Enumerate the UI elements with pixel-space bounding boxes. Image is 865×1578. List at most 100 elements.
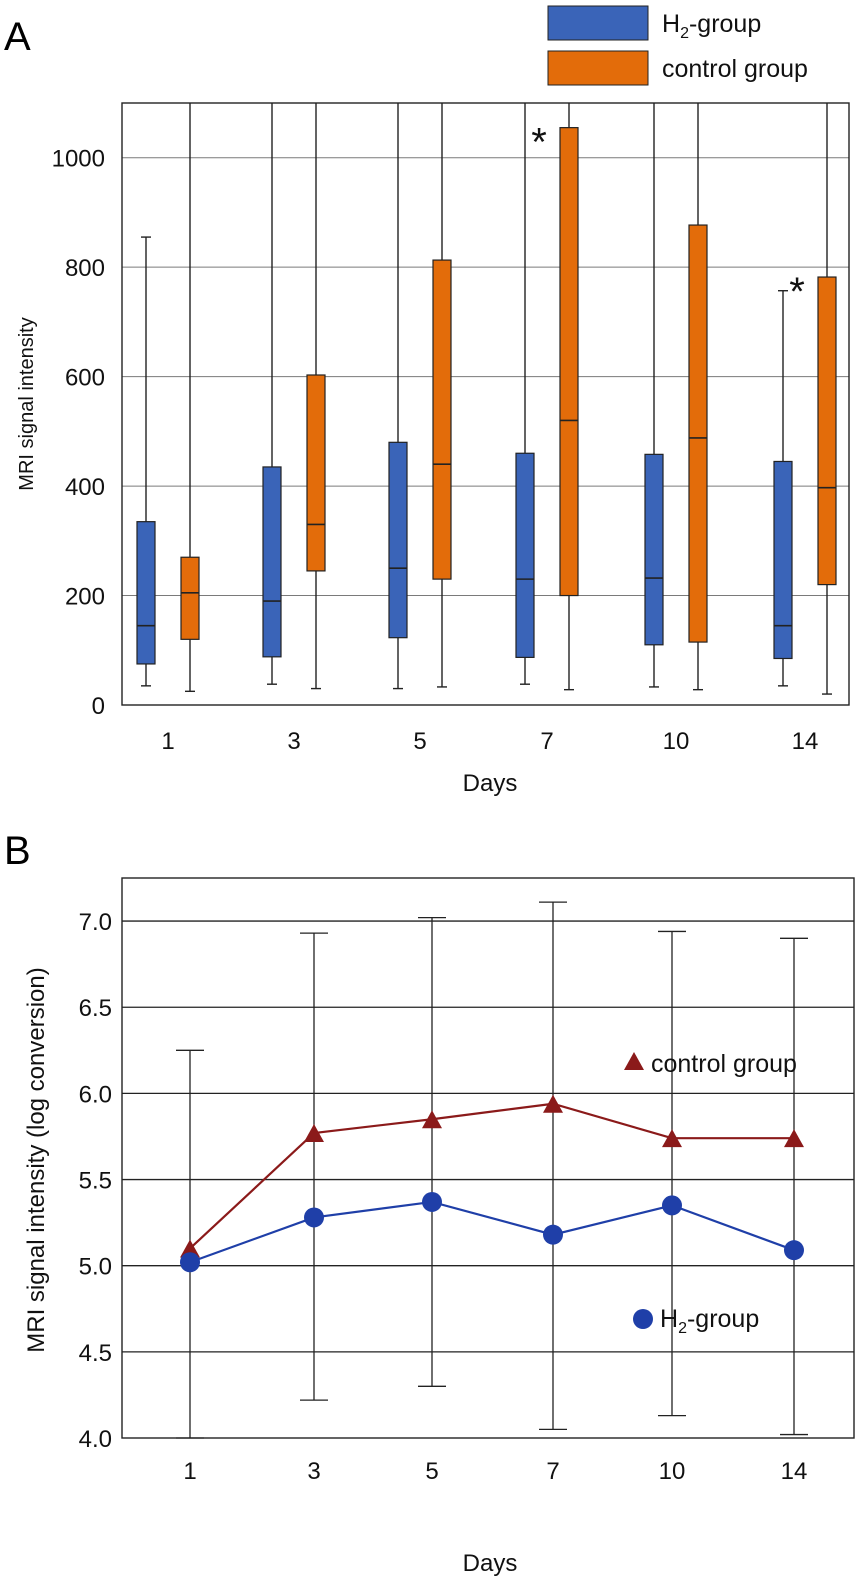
panel-a-annotations: ** <box>531 121 805 314</box>
legend-label-control-b: control group <box>651 1050 797 1078</box>
significance-asterisk: * <box>531 121 547 165</box>
box-iqr <box>388 441 408 639</box>
point-control <box>784 1129 804 1148</box>
box-iqr <box>773 460 793 660</box>
legend-h2-sub: 2 <box>680 25 689 42</box>
panel-a-plot-frame <box>121 102 850 706</box>
point-h2 <box>784 1240 804 1261</box>
box-iqr <box>688 224 708 643</box>
panel-b-error-bars <box>176 901 808 1439</box>
legend-b-h2-sub: 2 <box>678 1320 687 1337</box>
panel-a-y-tick-label: 0 <box>92 693 105 720</box>
point-control <box>304 1124 324 1143</box>
panel-b-y-tick-label: 6.5 <box>79 995 112 1022</box>
panel-b-x-ticks: 1 3 5 7 10 14 <box>183 1458 807 1485</box>
panel-a-y-tick-label: 1000 <box>52 146 105 173</box>
legend-h2-rest: -group <box>689 10 761 38</box>
point-h2 <box>543 1224 563 1245</box>
box-h2 <box>644 103 664 688</box>
panel-a-x-tick-label: 7 <box>540 728 553 755</box>
box-h2 <box>388 103 408 690</box>
series-line-control <box>189 1102 794 1250</box>
panel-a-x-ticks: 1 3 5 7 10 14 <box>161 728 818 755</box>
box-control <box>817 103 837 695</box>
panel-b-x-tick-label: 10 <box>659 1458 686 1485</box>
panel-b-letter: B <box>4 829 31 873</box>
panel-b-y-ticks: 4.0 4.5 5.0 5.5 6.0 6.5 7.0 <box>79 909 112 1453</box>
panel-a-x-axis-title: Days <box>463 770 518 797</box>
box-h2 <box>136 236 156 687</box>
box-iqr <box>262 466 282 658</box>
panel-a-x-tick-label: 14 <box>792 728 819 755</box>
panel-a-legend: H2-group control group <box>547 5 808 86</box>
box-control <box>688 103 708 691</box>
box-control <box>432 103 452 688</box>
panel-b-y-tick-label: 5.0 <box>79 1254 112 1281</box>
panel-a-x-tick-label: 5 <box>413 728 426 755</box>
panel-b-x-tick-label: 3 <box>307 1458 320 1485</box>
box-iqr <box>306 374 326 572</box>
series-line-h2 <box>189 1200 795 1264</box>
legend-triangle-marker <box>624 1052 644 1070</box>
panel-b-x-axis-title: Days <box>463 1550 518 1577</box>
box-h2 <box>773 290 793 687</box>
box-iqr <box>515 452 535 658</box>
point-control <box>422 1110 442 1129</box>
panel-b-y-tick-label: 7.0 <box>79 909 112 936</box>
panel-a-boxes <box>136 103 837 695</box>
panel-b-y-axis-title: MRI signal intensity (log conversion) <box>23 967 50 1353</box>
point-h2 <box>304 1207 324 1228</box>
box-iqr <box>559 127 579 597</box>
box-iqr <box>136 521 156 665</box>
legend-circle-marker <box>633 1309 653 1329</box>
box-h2 <box>262 103 282 685</box>
panel-b-y-tick-label: 5.5 <box>79 1168 112 1195</box>
panel-a-x-tick-label: 10 <box>663 728 690 755</box>
box-h2 <box>515 103 535 685</box>
panel-a-x-tick-label: 3 <box>287 728 300 755</box>
panel-b-legend-control: control group <box>624 1050 797 1078</box>
panel-a-y-tick-label: 800 <box>65 255 105 282</box>
point-control <box>543 1094 563 1113</box>
point-h2 <box>662 1195 682 1216</box>
point-h2 <box>180 1252 200 1273</box>
legend-b-h2-main: H <box>660 1305 678 1333</box>
box-iqr <box>817 276 837 586</box>
legend-swatch-h2 <box>547 5 649 41</box>
panel-a-y-tick-label: 200 <box>65 584 105 611</box>
panel-a-grid <box>122 157 849 597</box>
legend-label-h2: H2-group <box>662 10 761 42</box>
significance-asterisk: * <box>789 270 805 314</box>
legend-label-control: control group <box>662 55 808 83</box>
panel-b-y-tick-label: 4.0 <box>79 1426 112 1453</box>
box-iqr <box>644 453 664 646</box>
panel-b-y-tick-label: 4.5 <box>79 1340 112 1367</box>
legend-label-h2-b: H2-group <box>660 1305 759 1337</box>
panel-b-linechart: 4.0 4.5 5.0 5.5 6.0 6.5 7.0 1 3 5 7 10 14 Days MRI … <box>23 877 855 1577</box>
panel-a-x-tick-label: 1 <box>161 728 174 755</box>
box-iqr <box>180 556 200 640</box>
panel-a-y-ticks: 0 200 400 600 800 1000 <box>52 146 105 720</box>
legend-b-h2-rest: -group <box>687 1305 759 1333</box>
legend-swatch-control <box>547 50 649 86</box>
panel-a-y-axis-title: MRI signal intensity <box>16 317 38 490</box>
point-control <box>662 1129 682 1148</box>
panel-b-y-tick-label: 6.0 <box>79 1081 112 1108</box>
panel-b-x-tick-label: 14 <box>781 1458 808 1485</box>
panel-b-x-tick-label: 1 <box>183 1458 196 1485</box>
panel-b-x-tick-label: 5 <box>425 1458 438 1485</box>
panel-b-legend-h2: H2-group <box>633 1305 759 1337</box>
point-h2 <box>422 1191 442 1212</box>
point-control <box>180 1239 200 1258</box>
box-control <box>559 103 579 691</box>
panel-b-plot-frame <box>121 877 855 1439</box>
box-iqr <box>432 259 452 580</box>
panel-b-x-tick-label: 7 <box>546 1458 559 1485</box>
legend-h2-main: H <box>662 10 680 38</box>
box-control <box>306 103 326 690</box>
panel-a-y-tick-label: 600 <box>65 365 105 392</box>
panel-a-letter: A <box>4 15 31 59</box>
panel-b-grid <box>122 920 854 1353</box>
